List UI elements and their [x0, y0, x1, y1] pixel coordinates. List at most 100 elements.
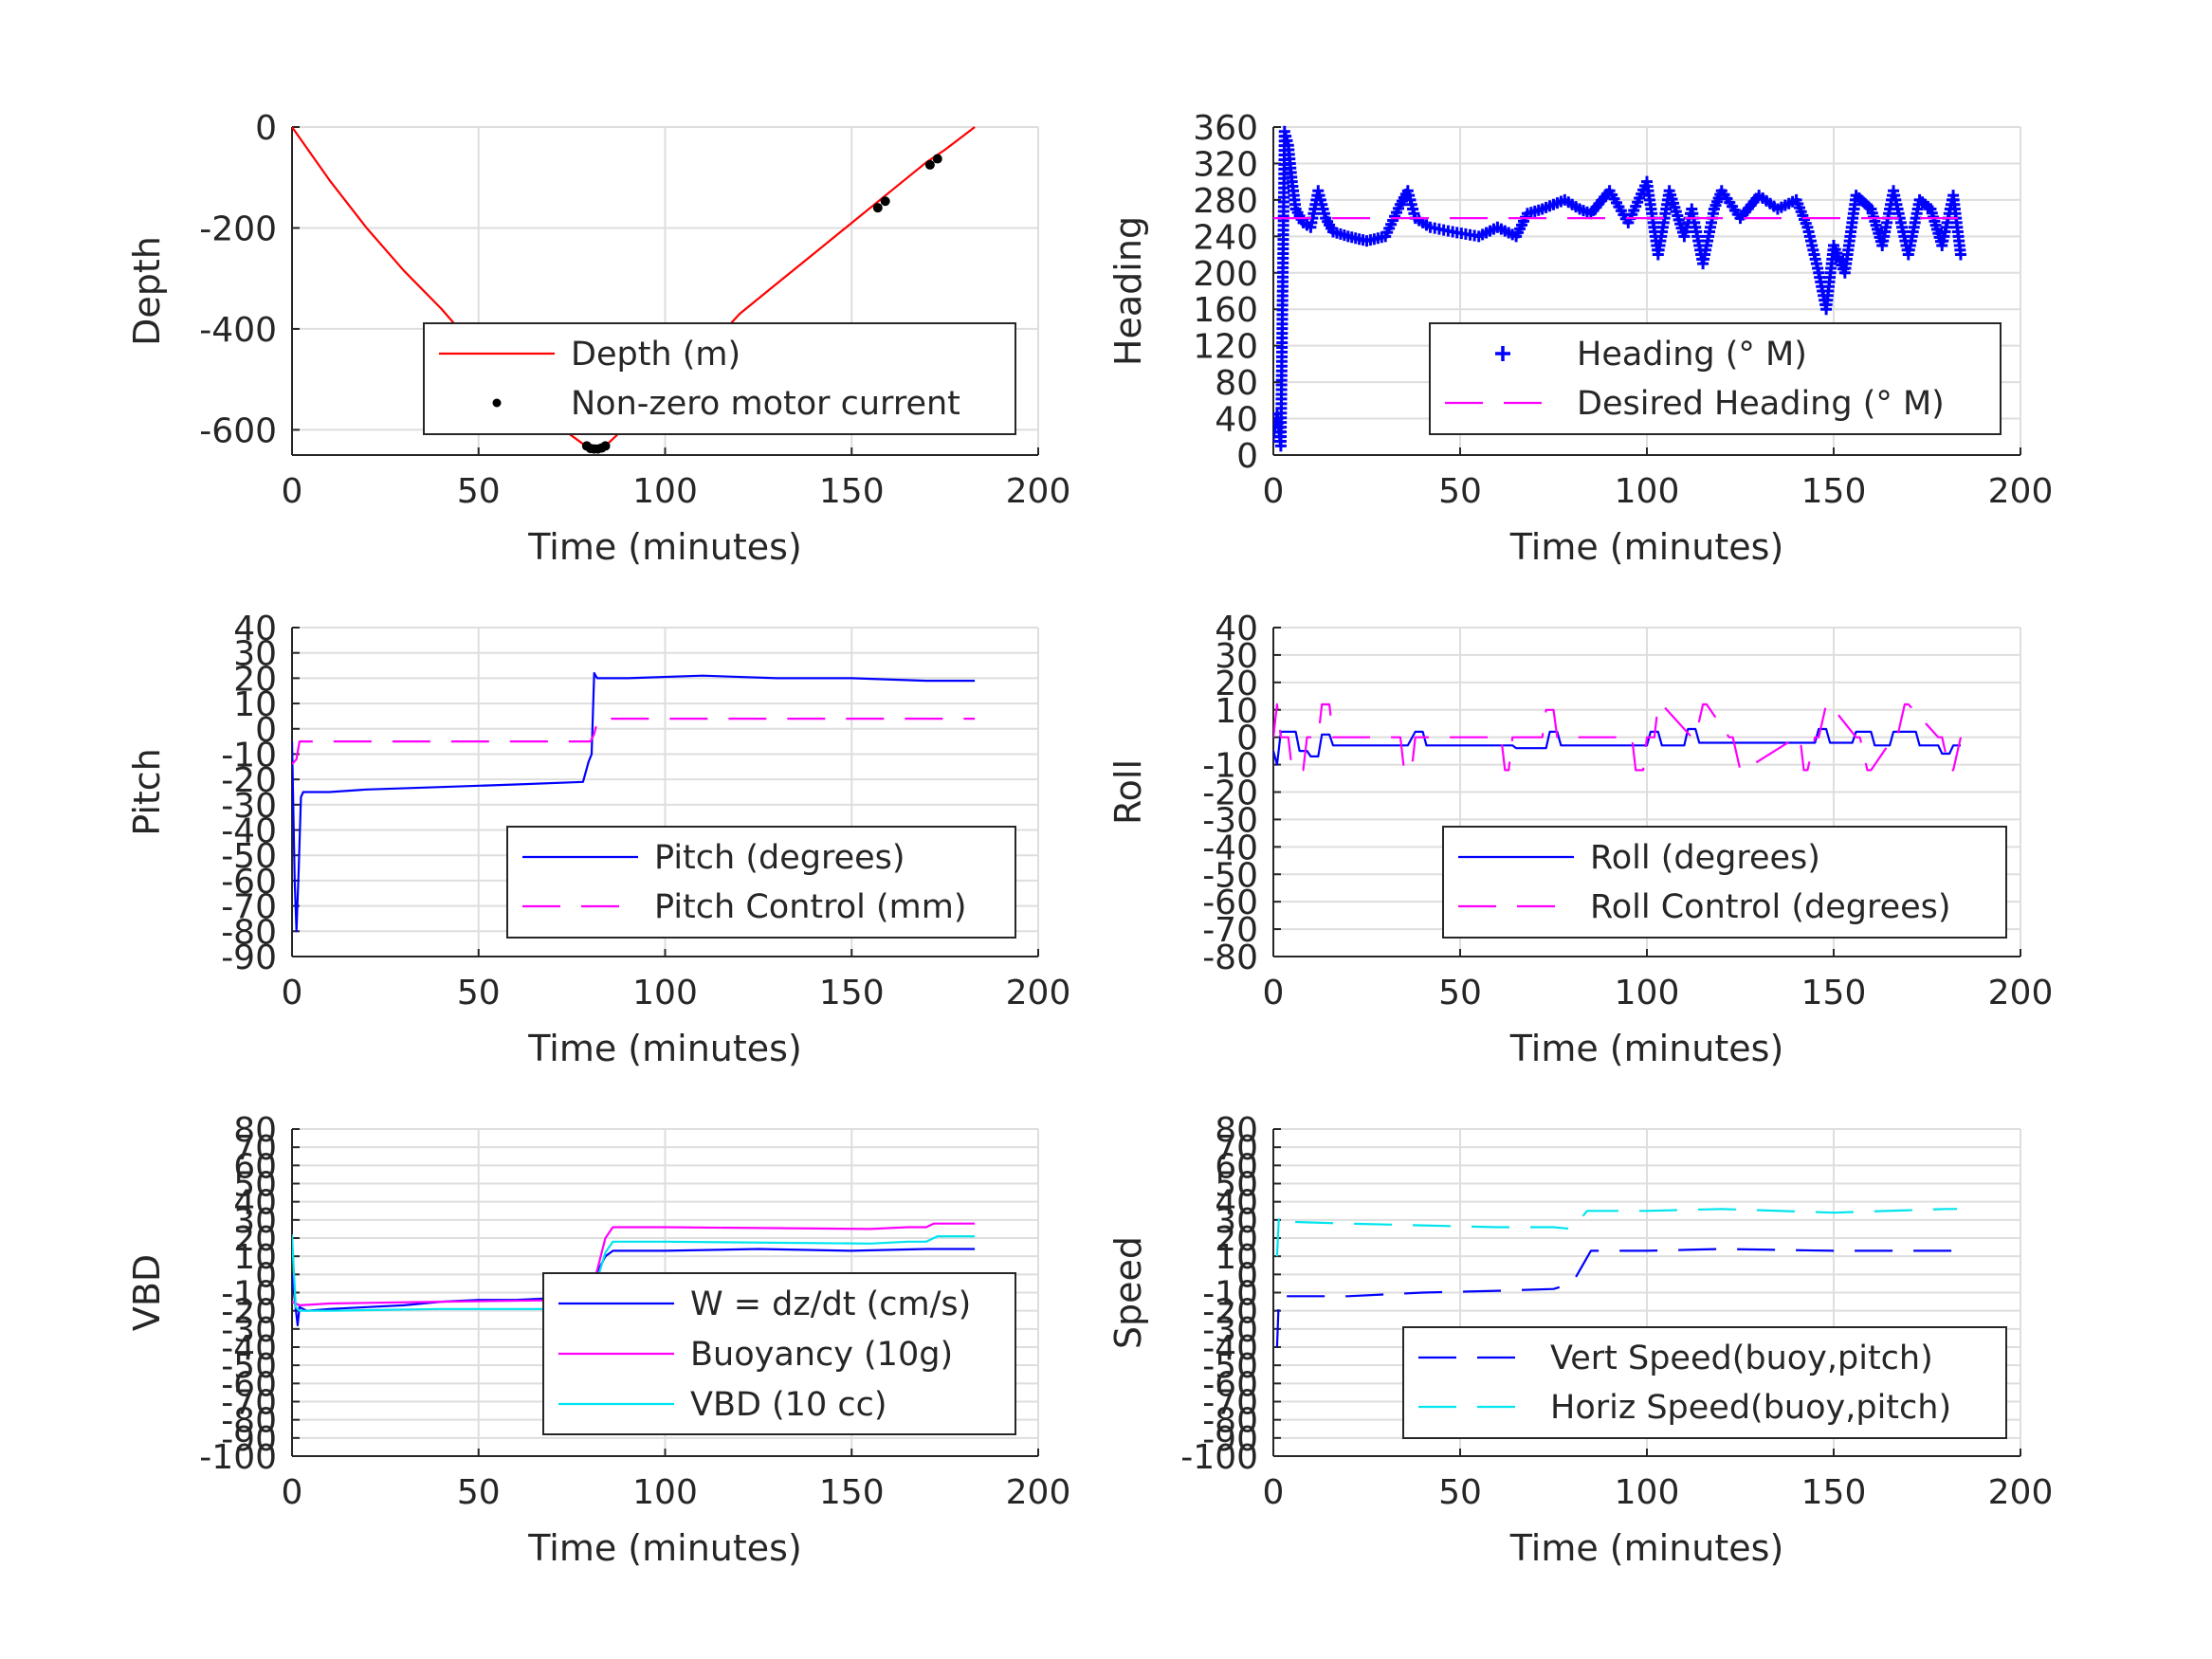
- x-tick-label: 50: [457, 472, 501, 511]
- y-axis-label: Pitch: [126, 748, 168, 836]
- y-tick-label: -200: [199, 210, 277, 248]
- y-tick-label: 40: [233, 610, 277, 648]
- y-tick-label: 30: [233, 635, 277, 674]
- x-tick-label: 150: [1801, 472, 1867, 511]
- y-tick-label: 70: [1215, 1129, 1258, 1168]
- chart-speed-panel: 0 50 100 150 20080706050403020100-10-20-30-4…: [1107, 1111, 2053, 1569]
- y-tick-label: 320: [1193, 145, 1258, 184]
- y-tick-label: 30: [1215, 637, 1258, 676]
- series-group: [1273, 702, 1963, 772]
- x-tick-label: 100: [632, 974, 698, 1012]
- y-tick-label: -10: [221, 736, 277, 775]
- series-group: [1273, 125, 1966, 452]
- y-tick-label: 360: [1193, 109, 1258, 148]
- y-tick-label: 0: [255, 109, 277, 148]
- legend-label: Desired Heading (° M): [1577, 385, 1945, 423]
- y-tick-label: 80: [1215, 364, 1258, 403]
- legend-swatch: [1495, 346, 1510, 361]
- series-buoyancy-10g-line: [292, 1222, 976, 1307]
- legend-label: Heading (° M): [1577, 336, 1807, 374]
- y-tick-label: 40: [1215, 401, 1258, 440]
- legend-box: [423, 322, 1016, 435]
- y-tick-label: 40: [1215, 1184, 1258, 1223]
- y-tick-label: 0: [1236, 1256, 1258, 1295]
- legend-box: [1429, 322, 2002, 435]
- y-axis-label: Heading: [1107, 216, 1149, 366]
- y-tick-label: -100: [1180, 1438, 1258, 1477]
- y-tick-label: 280: [1193, 182, 1258, 221]
- legend-box: [1442, 826, 2007, 939]
- series-horiz-speed-buoy-pitch-line: [1275, 1208, 1957, 1257]
- y-tick-label: -30: [221, 1311, 277, 1350]
- y-tick-label: -400: [199, 311, 277, 350]
- chart-heading-panel: 0 50 100 150 20004080120160200240280320360Ti…: [1107, 109, 2053, 568]
- x-tick-label: 50: [1438, 1473, 1482, 1512]
- y-tick-label: 50: [1215, 1166, 1258, 1205]
- x-tick-label: 100: [1615, 472, 1680, 511]
- y-tick-label: 20: [233, 660, 277, 699]
- y-tick-label: -40: [1202, 1329, 1258, 1368]
- y-tick-label: 40: [233, 1184, 277, 1223]
- x-tick-label: 150: [1801, 974, 1867, 1012]
- x-axis-label: Time (minutes): [1509, 526, 1784, 568]
- legend-box: [1402, 1326, 2007, 1439]
- y-tick-label: -10: [221, 1275, 277, 1314]
- y-tick-label: 10: [1215, 1238, 1258, 1277]
- y-tick-label: -20: [221, 761, 277, 800]
- y-tick-label: 60: [233, 1147, 277, 1186]
- x-tick-label: 100: [632, 1473, 698, 1512]
- y-tick-label: -80: [221, 1402, 277, 1441]
- x-tick-label: 50: [1438, 974, 1482, 1012]
- x-tick-label: 100: [1615, 1473, 1680, 1512]
- y-tick-label: 0: [255, 711, 277, 750]
- legend-swatch: [492, 398, 502, 408]
- y-tick-label: -90: [221, 1420, 277, 1459]
- x-tick-label: 150: [819, 1473, 885, 1512]
- y-tick-label: -30: [221, 787, 277, 826]
- y-tick-label: 70: [233, 1129, 277, 1168]
- chart-roll-panel: 0 50 100 150 200403020100-10-20-30-40-50-60-…: [1107, 610, 2053, 1069]
- x-tick-label: 200: [1988, 974, 2054, 1012]
- y-tick-label: 40: [1215, 610, 1258, 648]
- y-tick-label: -70: [1202, 911, 1258, 950]
- x-tick-label: 150: [819, 472, 885, 511]
- y-tick-label: 30: [1215, 1202, 1258, 1241]
- legend-label: Pitch Control (mm): [654, 888, 966, 926]
- x-tick-label: 100: [1615, 974, 1680, 1012]
- y-tick-label: -50: [221, 1347, 277, 1386]
- y-tick-label: 0: [255, 1256, 277, 1295]
- y-axis-label: Speed: [1107, 1236, 1149, 1349]
- y-tick-label: -90: [1202, 1420, 1258, 1459]
- legend-label: W = dz/dt (cm/s): [690, 1285, 971, 1323]
- x-tick-label: 150: [1801, 1473, 1867, 1512]
- y-tick-label: -60: [221, 1365, 277, 1404]
- legend-label: Depth (m): [571, 336, 740, 374]
- y-tick-label: -20: [1202, 775, 1258, 813]
- x-axis-label: Time (minutes): [1509, 1527, 1784, 1569]
- y-tick-label: -10: [1202, 1275, 1258, 1314]
- x-axis-label: Time (minutes): [527, 1527, 802, 1569]
- legend-box: [506, 826, 1016, 939]
- legend-label: VBD (10 cc): [690, 1386, 887, 1424]
- legend: Pitch (degrees) Pitch Control (mm): [506, 826, 1016, 939]
- series-roll-control-degrees-line: [1273, 702, 1963, 772]
- y-tick-label: -40: [221, 812, 277, 851]
- legend-label: Vert Speed(buoy,pitch): [1550, 1340, 1933, 1377]
- legend: Roll (degrees) Roll Control (degrees): [1442, 826, 2007, 939]
- y-tick-label: -40: [1202, 829, 1258, 867]
- x-tick-label: 0: [282, 974, 303, 1012]
- x-tick-label: 50: [1438, 472, 1482, 511]
- series-non-zero-motor-current-point: [932, 154, 942, 164]
- series-heading-m-marker: [1954, 248, 1966, 261]
- legend-box: [542, 1272, 1016, 1435]
- x-axis-label: Time (minutes): [1509, 1028, 1784, 1069]
- y-tick-label: -70: [1202, 1384, 1258, 1423]
- legend: Depth (m) Non-zero motor current: [423, 322, 1016, 435]
- y-tick-label: 240: [1193, 218, 1258, 257]
- x-tick-label: 0: [282, 472, 303, 511]
- series-w-dz-dt-cm-s-line: [292, 1248, 976, 1327]
- x-tick-label: 0: [1263, 974, 1285, 1012]
- x-tick-label: 200: [1006, 1473, 1071, 1512]
- legend-label: Horiz Speed(buoy,pitch): [1550, 1389, 1951, 1427]
